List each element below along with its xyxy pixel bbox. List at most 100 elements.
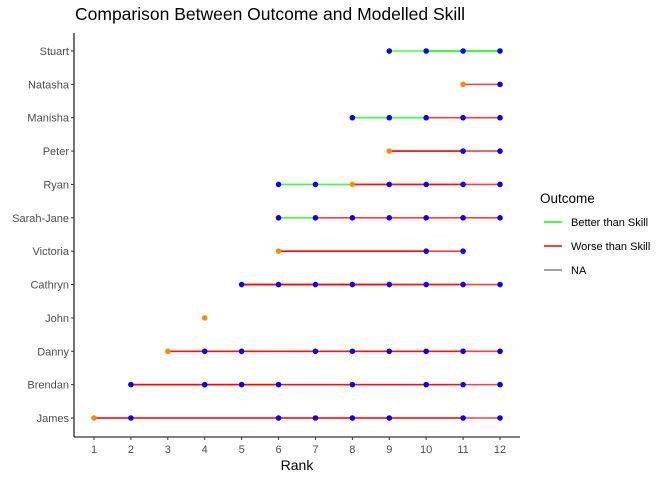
skill-point-stuart bbox=[386, 48, 393, 54]
skill-point-ryan bbox=[497, 181, 503, 188]
outcome-point-victoria bbox=[275, 248, 282, 254]
x-tick-label: 11 bbox=[457, 444, 468, 456]
x-tick-label: 10 bbox=[420, 444, 432, 456]
skill-point-brendan bbox=[201, 381, 208, 388]
y-axis: James Brendan Danny John Cathryn Victoria Sara… bbox=[12, 33, 75, 437]
skill-point-cathryn bbox=[423, 281, 429, 288]
skill-point-james bbox=[386, 415, 393, 421]
y-tick-label: Brendan bbox=[27, 380, 69, 392]
y-tick-label: Peter bbox=[43, 146, 70, 158]
skill-point-james bbox=[275, 415, 282, 421]
skill-point-danny bbox=[312, 348, 319, 355]
skill-point-ryan bbox=[275, 181, 282, 188]
x-tick-label: 7 bbox=[312, 444, 318, 456]
x-tick-label: 9 bbox=[386, 444, 392, 456]
skill-point-cathryn bbox=[312, 281, 319, 288]
skill-point-cathryn bbox=[238, 281, 245, 288]
skill-point-sarah-jane bbox=[349, 215, 356, 221]
skill-point-danny bbox=[460, 348, 466, 355]
x-tick-label: 4 bbox=[202, 444, 208, 456]
skill-point-sarah-jane bbox=[423, 215, 429, 221]
skill-point-cathryn bbox=[386, 281, 393, 288]
skill-point-brendan bbox=[275, 381, 282, 388]
skill-point-stuart bbox=[497, 48, 503, 54]
skill-point-james bbox=[497, 415, 503, 421]
skill-point-sarah-jane bbox=[275, 215, 282, 221]
legend-label: Worse than Skill bbox=[571, 241, 650, 253]
skill-point-peter bbox=[460, 148, 466, 154]
skill-point-danny bbox=[238, 348, 245, 355]
skill-point-sarah-jane bbox=[460, 215, 466, 221]
outcome-point-peter bbox=[386, 148, 393, 154]
skill-point-brendan bbox=[128, 381, 134, 388]
y-tick-label: Sarah-Jane bbox=[12, 213, 69, 225]
skill-point-manisha bbox=[349, 114, 356, 121]
skill-point-danny bbox=[497, 348, 503, 355]
chart-title: Comparison Between Outcome and Modelled … bbox=[75, 4, 465, 24]
legend-title: Outcome bbox=[540, 191, 595, 206]
skill-point-ryan bbox=[386, 181, 393, 188]
skill-point-cathryn bbox=[460, 281, 466, 288]
outcome-point-danny bbox=[165, 348, 171, 355]
x-axis: 1 2 3 4 5 6 7 8 9 10 11 12 bbox=[74, 436, 520, 456]
skill-point-danny bbox=[349, 348, 356, 355]
outcome-point-ryan bbox=[349, 181, 356, 188]
y-tick-label: Ryan bbox=[43, 179, 69, 191]
y-tick-label: Manisha bbox=[27, 113, 69, 125]
skill-point-sarah-jane bbox=[497, 215, 503, 221]
x-axis-title: Rank bbox=[281, 457, 315, 473]
legend: Outcome Better than Skill Worse than Skil… bbox=[540, 191, 650, 277]
skill-point-brendan bbox=[238, 381, 245, 388]
y-tick-label: Danny bbox=[37, 346, 69, 358]
outcome-point-john bbox=[201, 315, 208, 321]
skill-point-james bbox=[460, 415, 466, 421]
x-tick-label: 3 bbox=[165, 444, 171, 456]
skill-point-james bbox=[128, 415, 134, 421]
skill-point-stuart bbox=[460, 48, 466, 54]
legend-label: NA bbox=[571, 265, 587, 277]
x-tick-label: 6 bbox=[275, 444, 281, 456]
skill-point-manisha bbox=[497, 114, 503, 121]
skill-point-danny bbox=[386, 348, 393, 355]
skill-point-ryan bbox=[423, 181, 429, 188]
x-tick-label: 5 bbox=[239, 444, 245, 456]
y-tick-label: John bbox=[45, 313, 69, 325]
x-tick-label: 2 bbox=[128, 444, 134, 456]
skill-point-brendan bbox=[460, 381, 466, 388]
y-tick-label: Stuart bbox=[40, 46, 69, 58]
skill-point-james bbox=[312, 415, 319, 421]
skill-point-manisha bbox=[460, 114, 466, 121]
skill-point-manisha bbox=[423, 114, 429, 121]
y-tick-label: James bbox=[37, 413, 70, 425]
skill-point-brendan bbox=[423, 381, 429, 388]
legend-label: Better than Skill bbox=[571, 217, 648, 229]
skill-point-victoria bbox=[423, 248, 429, 254]
skill-point-brendan bbox=[497, 381, 503, 388]
skill-point-cathryn bbox=[497, 281, 503, 288]
plot-area bbox=[91, 48, 503, 421]
y-tick-label: Natasha bbox=[28, 79, 70, 91]
skill-point-cathryn bbox=[275, 281, 282, 288]
skill-point-ryan bbox=[312, 181, 319, 188]
x-tick-label: 1 bbox=[91, 444, 97, 456]
skill-point-sarah-jane bbox=[312, 215, 319, 221]
y-tick-label: Victoria bbox=[33, 246, 70, 258]
skill-point-natasha bbox=[497, 81, 503, 88]
skill-point-stuart bbox=[423, 48, 429, 54]
skill-point-brendan bbox=[349, 381, 356, 388]
skill-point-manisha bbox=[386, 114, 393, 121]
skill-point-danny bbox=[423, 348, 429, 355]
outcome-point-james bbox=[91, 415, 97, 421]
skill-point-ryan bbox=[460, 181, 466, 188]
x-tick-label: 12 bbox=[494, 444, 506, 456]
y-tick-label: Cathryn bbox=[30, 280, 69, 292]
skill-point-danny bbox=[201, 348, 208, 355]
skill-point-james bbox=[349, 415, 356, 421]
skill-point-cathryn bbox=[349, 281, 356, 288]
skill-point-peter bbox=[497, 148, 503, 154]
skill-point-victoria bbox=[460, 248, 466, 254]
skill-point-sarah-jane bbox=[386, 215, 393, 221]
outcome-point-natasha bbox=[460, 81, 466, 88]
x-tick-label: 8 bbox=[349, 444, 355, 456]
